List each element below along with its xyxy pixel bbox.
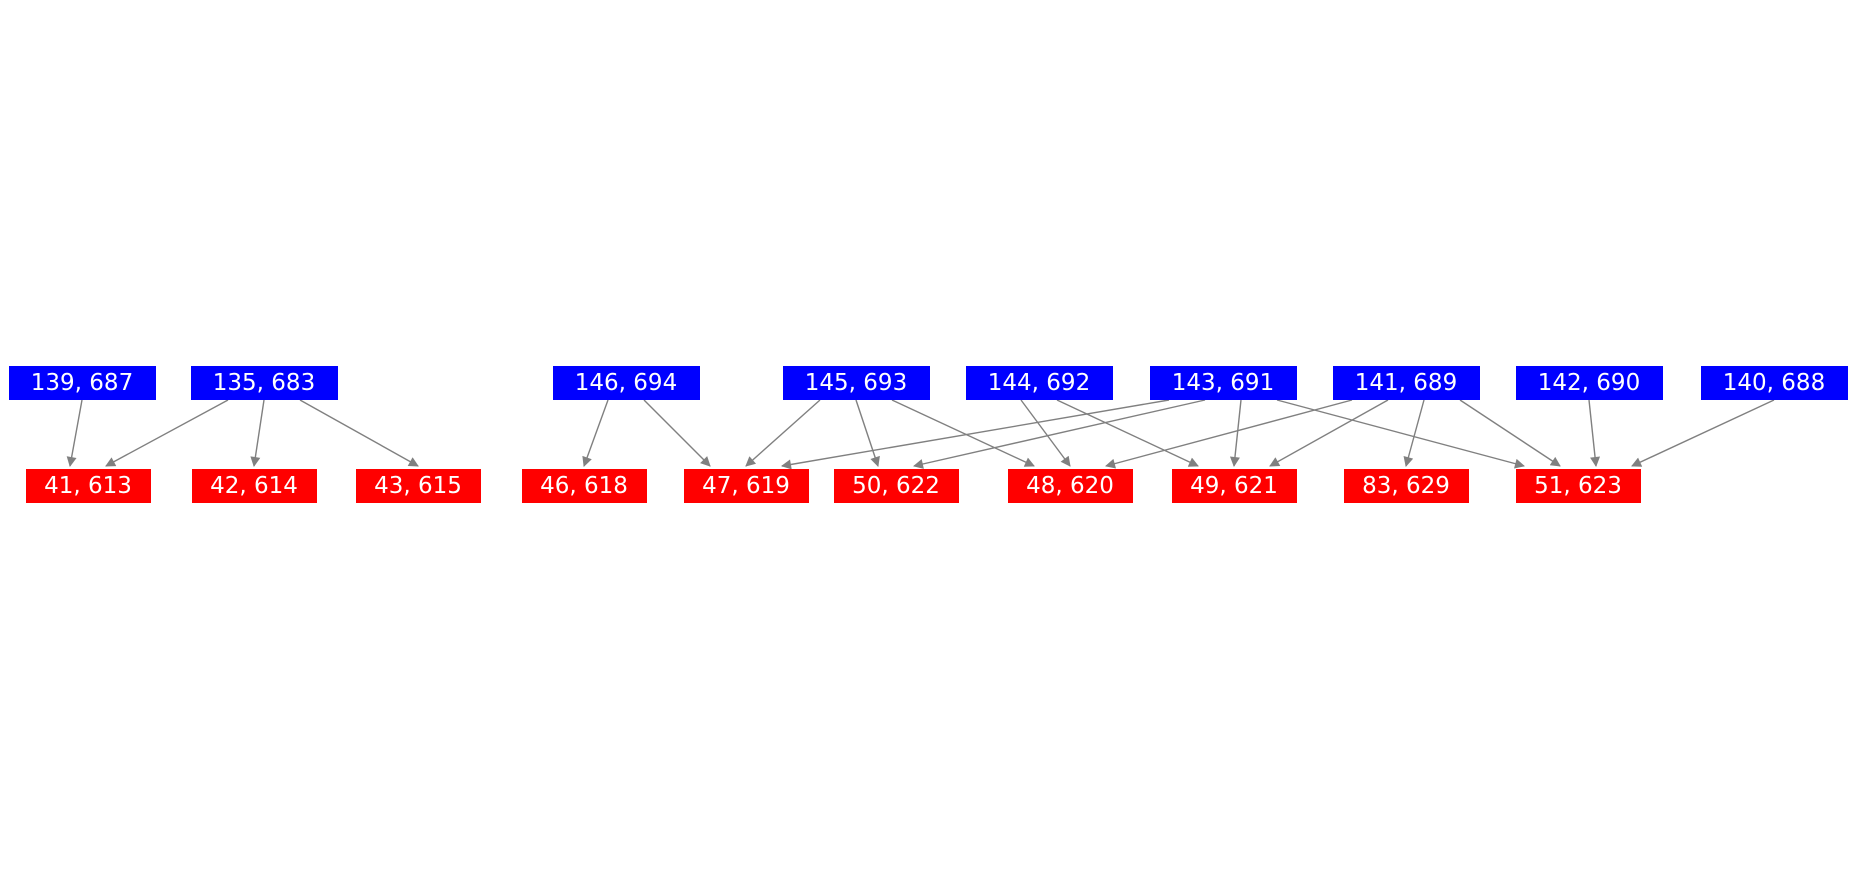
edge-145-50 xyxy=(855,399,880,467)
graph-node-49: 49, 621 xyxy=(1171,469,1297,503)
edge-143-49 xyxy=(1229,399,1242,467)
graph-node-141: 141, 689 xyxy=(1332,366,1480,400)
edge-144-48 xyxy=(1020,399,1071,467)
edge-145-48 xyxy=(891,399,1035,467)
graph-node-41: 41, 613 xyxy=(25,469,151,503)
edge-146-47 xyxy=(643,399,711,467)
graph-node-51: 51, 623 xyxy=(1515,469,1641,503)
edge-141-83 xyxy=(1403,399,1425,467)
edge-144-49 xyxy=(1056,399,1199,467)
edge-141-51 xyxy=(1459,399,1561,467)
edge-139-41 xyxy=(66,399,83,467)
edge-142-51 xyxy=(1588,399,1601,467)
graph-node-145: 145, 693 xyxy=(782,366,930,400)
graph-node-46: 46, 618 xyxy=(521,469,647,503)
edge-135-43 xyxy=(299,399,419,467)
graph-node-48: 48, 620 xyxy=(1007,469,1133,503)
edge-145-47 xyxy=(745,399,821,467)
graph-node-139: 139, 687 xyxy=(8,366,156,400)
edge-143-51 xyxy=(1276,399,1525,469)
edge-146-46 xyxy=(582,399,609,467)
graph-node-142: 142, 690 xyxy=(1515,366,1663,400)
edge-140-51 xyxy=(1631,399,1775,467)
edge-135-41 xyxy=(105,399,229,467)
graph-node-50: 50, 622 xyxy=(833,469,959,503)
graph-node-47: 47, 619 xyxy=(683,469,809,503)
edge-143-47 xyxy=(781,399,1170,470)
graph-node-43: 43, 615 xyxy=(355,469,481,503)
edge-135-42 xyxy=(250,399,265,467)
edge-141-49 xyxy=(1269,399,1389,467)
graph-node-143: 143, 691 xyxy=(1149,366,1297,400)
edge-143-50 xyxy=(913,399,1206,469)
graph-node-135: 135, 683 xyxy=(190,366,338,400)
graph-node-42: 42, 614 xyxy=(191,469,317,503)
graph-node-140: 140, 688 xyxy=(1700,366,1848,400)
graph-node-83: 83, 629 xyxy=(1343,469,1469,503)
graph-node-144: 144, 692 xyxy=(965,366,1113,400)
edge-141-48 xyxy=(1105,399,1353,469)
graph-node-146: 146, 694 xyxy=(552,366,700,400)
